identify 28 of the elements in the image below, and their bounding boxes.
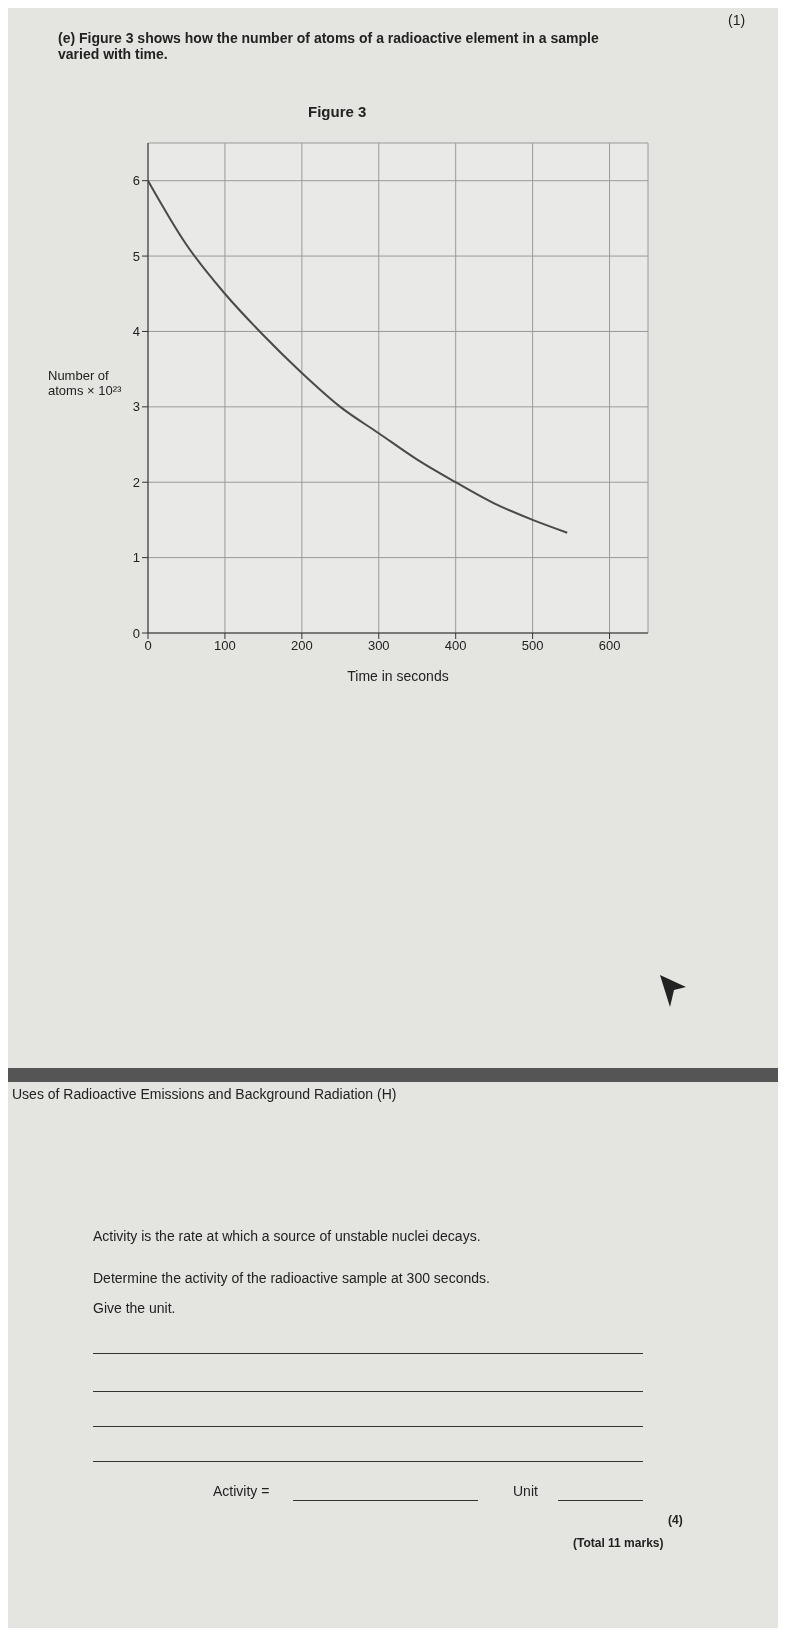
text: Activity is the rate at which a source of unstable nuclei decays. — [93, 1228, 481, 1244]
x-tick-label: 400 — [444, 638, 467, 654]
text: (4) — [668, 1513, 683, 1527]
y-tick-label: 6 — [132, 173, 140, 189]
y-axis-title: Number of atoms × 10²³ — [48, 368, 123, 398]
y-tick-label: 0 — [132, 625, 140, 641]
text: Activity = — [213, 1483, 270, 1499]
y-tick-label: 2 — [132, 474, 140, 490]
text: (1) — [728, 12, 746, 28]
x-tick-label: 100 — [214, 638, 236, 654]
x-tick-label: 300 — [367, 638, 390, 654]
chart-title: Figure 3 — [308, 103, 367, 120]
text: Determine the activity of the radioactive sample at 300 seconds. — [93, 1270, 490, 1286]
y-tick-label: 3 — [132, 399, 140, 415]
x-tick-label: 200 — [290, 638, 313, 654]
text: Unit — [513, 1483, 538, 1499]
text: (e) Figure 3 shows how the number of atoms of a radioactive element in a sample varied with time. — [58, 30, 600, 62]
line-series — [148, 179, 569, 534]
x-tick-label: 600 — [598, 638, 621, 654]
text: Uses of Radioactive Emissions and Background Radiation (H) — [12, 1086, 397, 1102]
text: Give the unit. — [93, 1300, 176, 1316]
x-tick-label: 0 — [144, 638, 152, 654]
y-tick-label: 4 — [132, 324, 140, 340]
y-tick-label: 1 — [132, 550, 140, 566]
y-tick-label: 5 — [132, 248, 140, 264]
text: (Total 11 marks) — [573, 1536, 664, 1550]
x-tick-label: 500 — [521, 638, 544, 654]
x-axis-title: Time in seconds — [347, 668, 449, 684]
